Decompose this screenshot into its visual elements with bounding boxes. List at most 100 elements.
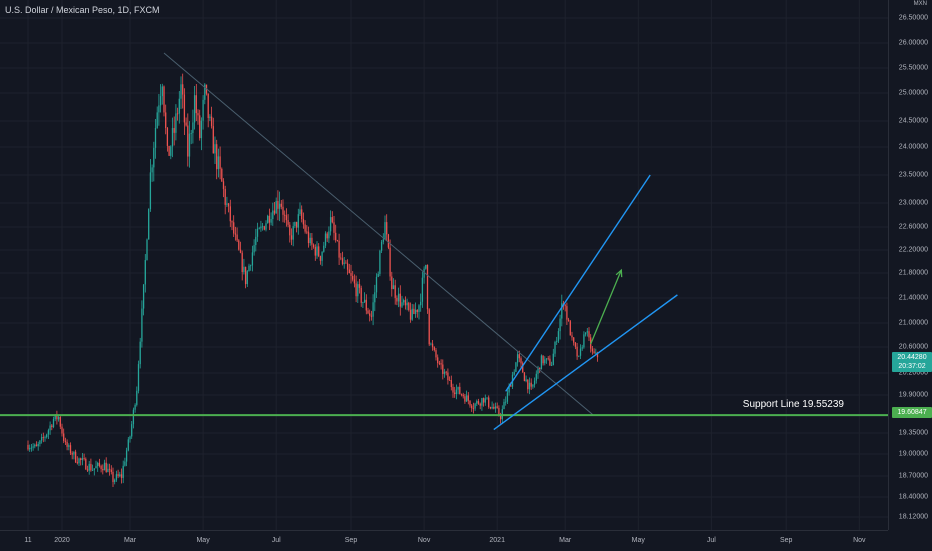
- candle-body: [425, 264, 427, 269]
- candle-body: [420, 301, 422, 306]
- candle-body: [129, 436, 131, 440]
- candle-body: [482, 398, 485, 403]
- candle-body: [489, 406, 492, 409]
- candle-body: [486, 397, 488, 399]
- chart-area[interactable]: U.S. Dollar / Mexican Peso, 1D, FXCM Sup…: [0, 0, 888, 530]
- candle-body: [241, 252, 243, 273]
- candle-body: [175, 113, 177, 133]
- candle-body: [216, 144, 218, 170]
- candle-body: [115, 474, 118, 480]
- price-axis[interactable]: MXN 26.50000 26.00000 25.50000 25.00000 24.5…: [888, 0, 932, 530]
- candle-body: [532, 384, 534, 387]
- price-tick-label: 21.80000: [898, 269, 928, 277]
- price-tick-label: 23.00000: [898, 199, 928, 207]
- candle-body: [566, 306, 568, 320]
- candle-body: [248, 265, 250, 272]
- candle-body: [168, 145, 170, 156]
- candle-body: [455, 389, 458, 395]
- candle-body: [465, 395, 468, 402]
- candle-body: [341, 258, 344, 264]
- candle-body: [474, 403, 476, 409]
- candle-body: [178, 98, 180, 114]
- price-tick-label: 24.00000: [898, 143, 928, 151]
- candle-body: [435, 350, 437, 358]
- candle-body: [333, 222, 335, 233]
- candle-body: [471, 405, 473, 409]
- candle-body: [287, 220, 289, 225]
- candle-body: [411, 308, 413, 320]
- last-price-value: 20.44280: [897, 354, 927, 361]
- candle-body: [545, 358, 548, 360]
- candle-body: [54, 414, 56, 420]
- candle-body: [357, 284, 359, 297]
- candle-body: [282, 206, 284, 215]
- candle-body: [355, 283, 357, 297]
- price-tick-label: 20.20000: [898, 369, 928, 377]
- time-tick-label: 2021: [489, 537, 505, 544]
- candle-body: [192, 122, 194, 134]
- candle-body: [270, 218, 272, 223]
- candle-body: [523, 372, 526, 382]
- candle-body: [146, 239, 148, 261]
- candle-body: [234, 233, 237, 235]
- price-tick-label: 25.00000: [898, 89, 928, 97]
- candle-body: [97, 462, 99, 467]
- candle-body: [481, 398, 483, 406]
- candle-body: [323, 245, 325, 252]
- candle-body: [149, 172, 152, 210]
- price-tick-label: 18.40000: [898, 493, 928, 501]
- candle-body: [353, 279, 356, 284]
- candle-body: [380, 241, 383, 251]
- candle-body: [496, 406, 498, 408]
- candle-body: [515, 362, 517, 372]
- candle-body: [530, 382, 532, 387]
- candle-body: [222, 181, 225, 189]
- candlestick-chart[interactable]: [0, 0, 888, 530]
- candle-body: [134, 404, 136, 410]
- candle-body: [304, 224, 306, 232]
- price-tick-label: 19.35000: [898, 429, 928, 437]
- candle-body: [114, 479, 116, 483]
- candle-body: [260, 226, 262, 229]
- candle-body: [71, 453, 73, 455]
- candle-body: [484, 398, 486, 403]
- candle-body: [272, 210, 274, 219]
- time-tick-label: May: [196, 537, 210, 544]
- candle-body: [510, 385, 512, 387]
- time-axis[interactable]: 11 2020 Mar May Jul Sep Nov 2021 Mar May Jul Sep Nov: [0, 530, 888, 551]
- candle-body: [513, 371, 515, 375]
- candle-body: [392, 285, 395, 290]
- candle-body: [433, 347, 435, 351]
- candle-body: [236, 234, 238, 241]
- candle-body: [567, 319, 570, 322]
- candle-body: [285, 215, 288, 221]
- candle-body: [64, 440, 67, 442]
- candle-body: [102, 468, 104, 471]
- candle-body: [165, 112, 167, 128]
- candle-body: [204, 84, 206, 100]
- candle-body: [173, 128, 175, 133]
- candle-body: [464, 396, 466, 402]
- candle-body: [426, 264, 429, 310]
- candle-body: [100, 465, 102, 469]
- candle-body: [200, 120, 203, 139]
- candle-body: [331, 217, 333, 223]
- candle-body: [442, 364, 444, 374]
- candle-body: [52, 419, 55, 428]
- candle-body: [462, 394, 464, 397]
- candle-body: [527, 379, 529, 390]
- candle-body: [401, 302, 403, 307]
- price-tick-label: 20.60000: [898, 343, 928, 351]
- candle-body: [40, 437, 43, 441]
- candle-body: [409, 310, 412, 320]
- projection-arrow-head: [615, 268, 623, 278]
- candle-body: [142, 284, 145, 309]
- price-tick-label: 26.00000: [898, 39, 928, 47]
- candle-body: [122, 465, 124, 478]
- candle-body: [396, 297, 398, 302]
- symbol-title[interactable]: U.S. Dollar / Mexican Peso, 1D, FXCM: [5, 5, 160, 15]
- price-tick-label: 22.20000: [898, 246, 928, 254]
- candle-body: [158, 105, 160, 113]
- candle-body: [295, 221, 298, 228]
- candle-body: [550, 365, 553, 367]
